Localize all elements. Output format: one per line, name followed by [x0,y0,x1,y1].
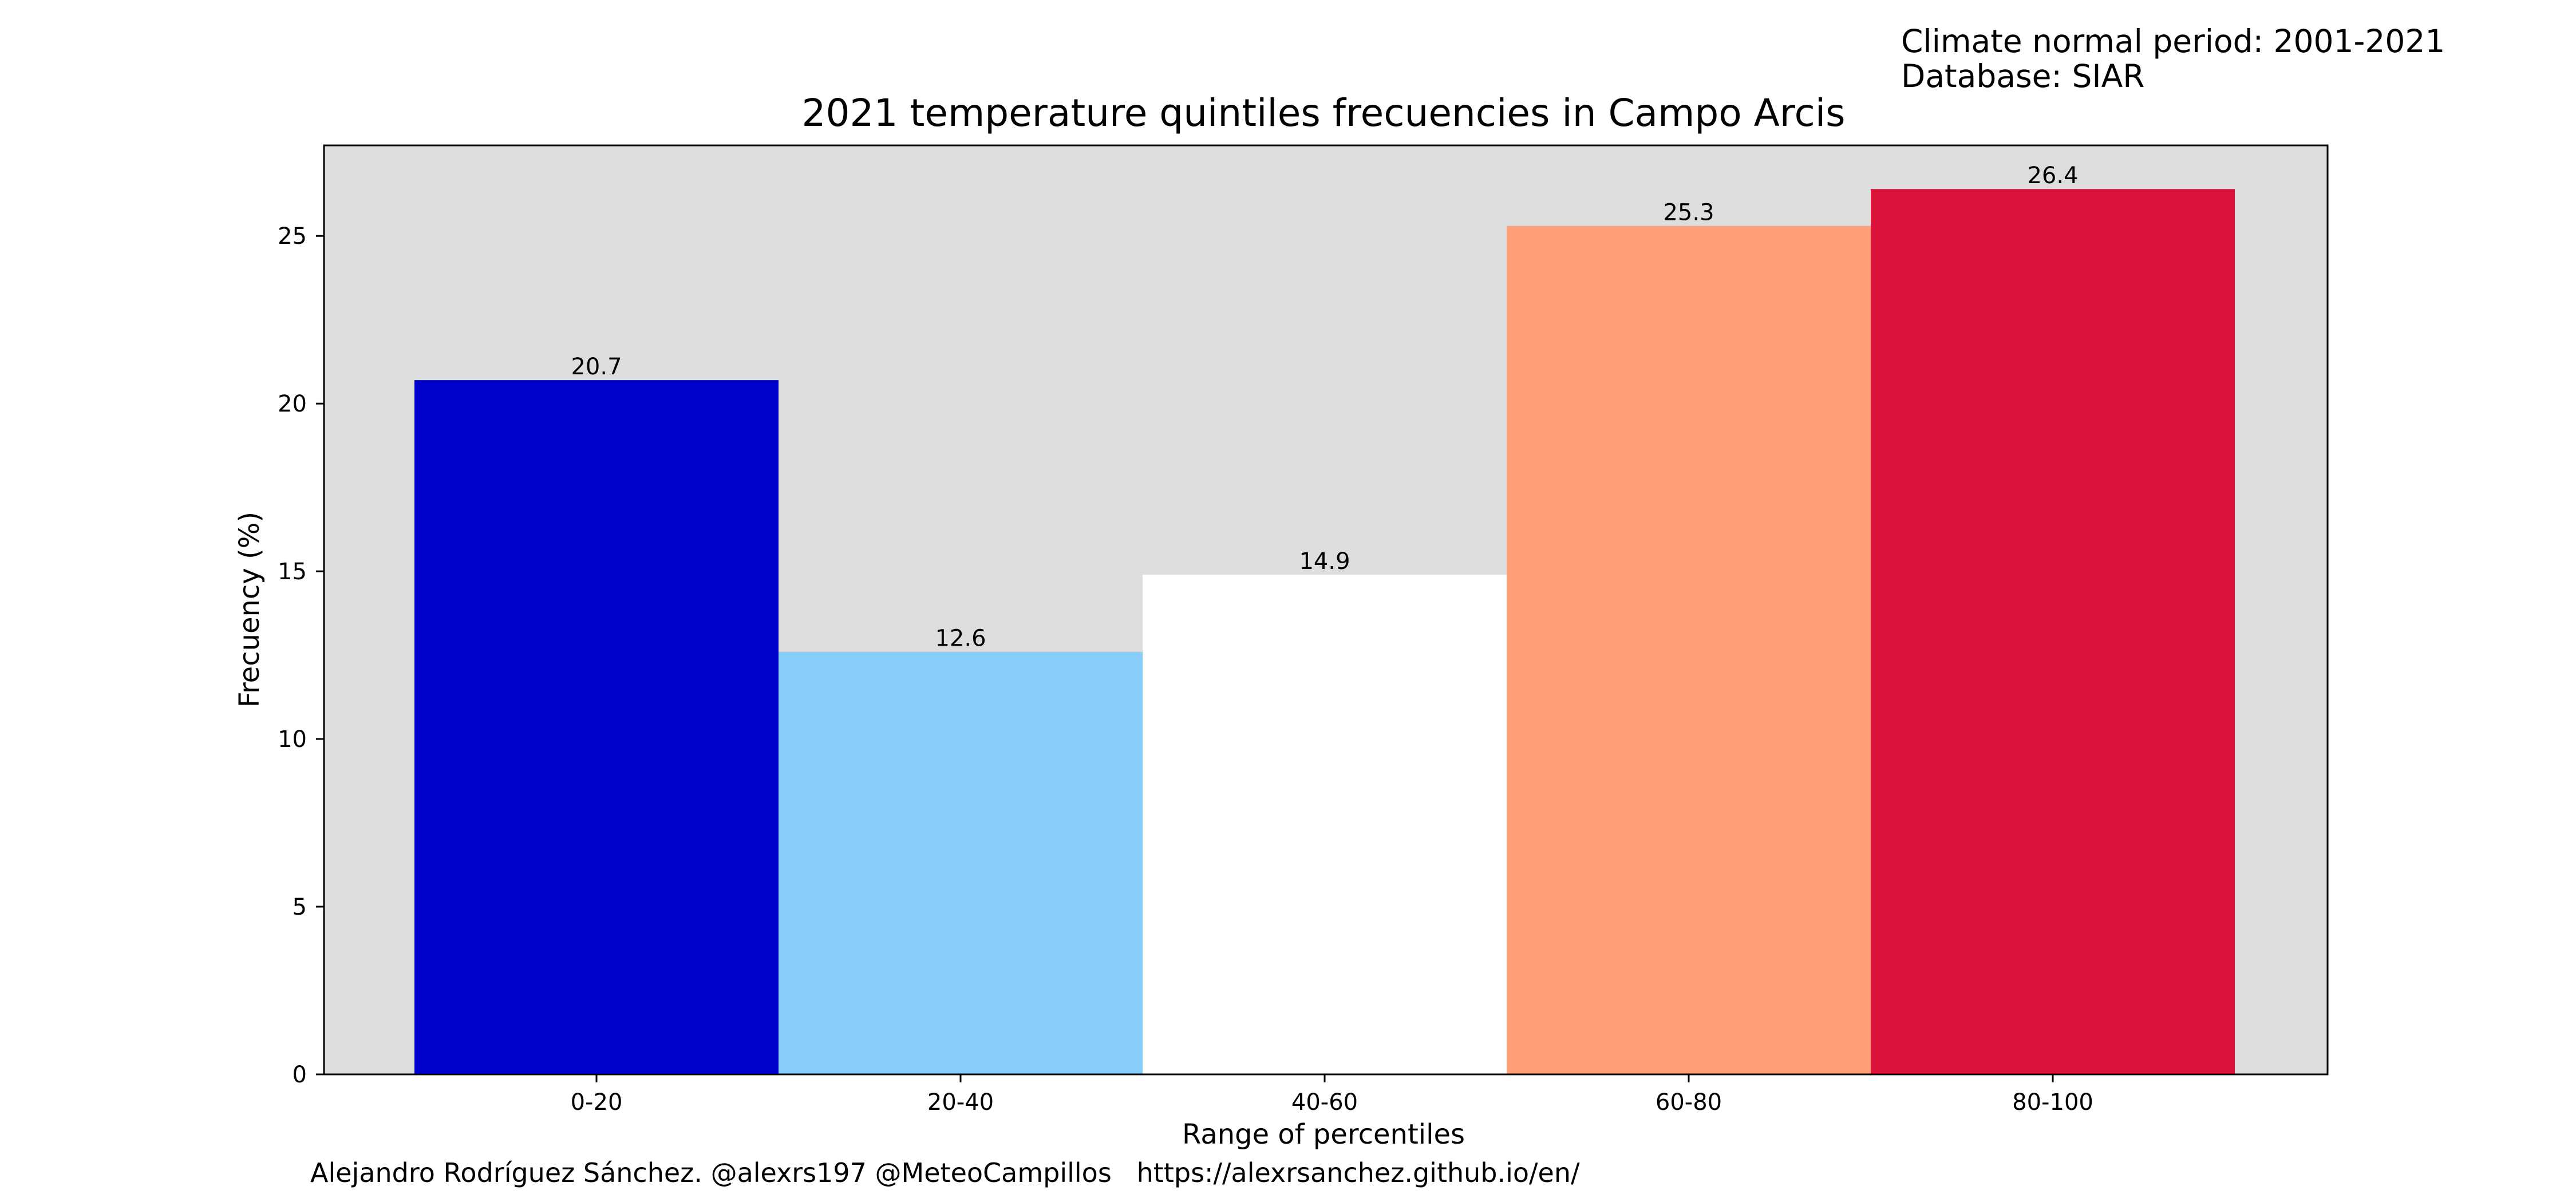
data-label: 14.9 [1299,548,1350,575]
bar-0-20 [414,380,779,1074]
data-label: 20.7 [571,354,622,380]
bar-20-40 [779,651,1143,1074]
data-label: 12.6 [935,626,986,652]
y-tick-label: 15 [278,559,307,585]
data-label: 25.3 [1663,200,1714,226]
database-note: Database: SIAR [1901,58,2144,94]
bar-80-100 [1871,189,2235,1074]
y-tick-label: 25 [278,223,307,250]
y-axis-label: Frecuency (%) [234,512,266,707]
x-tick-label: 40-60 [1291,1089,1358,1116]
y-tick-label: 20 [278,391,307,417]
x-tick-label: 0-20 [571,1089,623,1116]
bar-40-60 [1143,574,1507,1074]
x-tick-label: 60-80 [1656,1089,1722,1116]
bar-60-80 [1507,226,1871,1074]
plot-frame [323,144,2329,1076]
y-tick-label: 5 [293,894,307,920]
author-credit: Alejandro Rodríguez Sánchez. @alexrs197 … [310,1157,1580,1188]
chart-title: 2021 temperature quintiles frecuencies i… [802,91,1846,135]
data-label: 26.4 [2027,163,2078,189]
y-tick-label: 10 [278,726,307,753]
x-tick-label: 20-40 [927,1089,994,1116]
climate-period-note: Climate normal period: 2001-2021 [1901,23,2445,60]
y-tick-label: 0 [293,1062,307,1088]
x-axis-label: Range of percentiles [1182,1118,1465,1150]
x-tick-label: 80-100 [2012,1089,2093,1116]
